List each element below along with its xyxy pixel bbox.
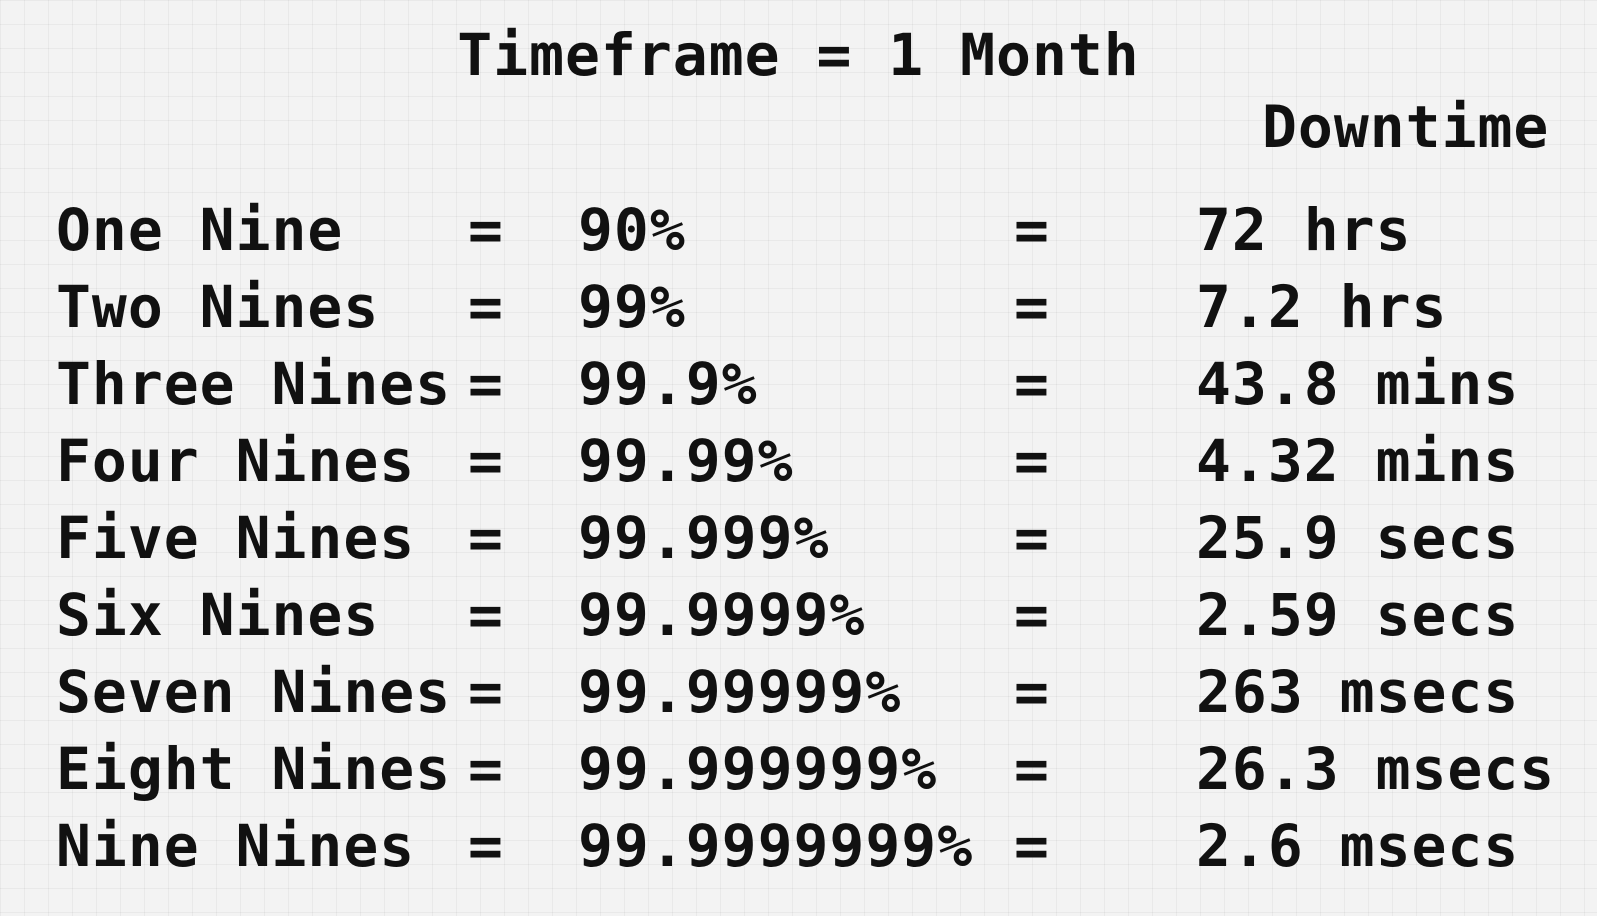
equals-sign: = bbox=[1014, 581, 1050, 649]
downtime-value: 2.6 msecs bbox=[1196, 812, 1520, 880]
nines-label: Four Nines bbox=[56, 427, 416, 495]
downtime-value: 263 msecs bbox=[1196, 658, 1520, 726]
equals-sign: = bbox=[1014, 812, 1050, 880]
downtime-value: 2.59 secs bbox=[1196, 581, 1520, 649]
nines-label: Eight Nines bbox=[56, 735, 452, 803]
availability-percentage: 99.9% bbox=[578, 350, 758, 418]
equals-sign: = bbox=[468, 658, 504, 726]
downtime-value: 72 hrs bbox=[1196, 196, 1412, 264]
table-row: Seven Nines = 99.99999% = 263 msecs bbox=[0, 654, 1597, 731]
table-row: Eight Nines = 99.999999% = 26.3 msecs bbox=[0, 731, 1597, 808]
equals-sign: = bbox=[468, 427, 504, 495]
nines-label: Two Nines bbox=[56, 273, 380, 341]
equals-sign: = bbox=[468, 735, 504, 803]
downtime-value: 43.8 mins bbox=[1196, 350, 1520, 418]
equals-sign: = bbox=[1014, 735, 1050, 803]
equals-sign: = bbox=[468, 581, 504, 649]
table-row: Nine Nines = 99.9999999% = 2.6 msecs bbox=[0, 808, 1597, 885]
equals-sign: = bbox=[1014, 273, 1050, 341]
nines-label: Nine Nines bbox=[56, 812, 416, 880]
table-row: Five Nines = 99.999% = 25.9 secs bbox=[0, 500, 1597, 577]
availability-table: One Nine = 90% = 72 hrs Two Nines = 99% … bbox=[0, 192, 1597, 885]
table-row: Two Nines = 99% = 7.2 hrs bbox=[0, 269, 1597, 346]
nines-label: Five Nines bbox=[56, 504, 416, 572]
downtime-column-header: Downtime bbox=[1262, 93, 1550, 161]
table-row: One Nine = 90% = 72 hrs bbox=[0, 192, 1597, 269]
availability-percentage: 99.999999% bbox=[578, 735, 938, 803]
availability-percentage: 99.9999999% bbox=[578, 812, 974, 880]
downtime-value: 4.32 mins bbox=[1196, 427, 1520, 495]
downtime-value: 25.9 secs bbox=[1196, 504, 1520, 572]
table-row: Three Nines = 99.9% = 43.8 mins bbox=[0, 346, 1597, 423]
slide-title: Timeframe = 1 Month bbox=[457, 21, 1140, 89]
table-row: Six Nines = 99.9999% = 2.59 secs bbox=[0, 577, 1597, 654]
nines-label: Six Nines bbox=[56, 581, 380, 649]
equals-sign: = bbox=[468, 812, 504, 880]
table-row: Four Nines = 99.99% = 4.32 mins bbox=[0, 423, 1597, 500]
equals-sign: = bbox=[1014, 658, 1050, 726]
equals-sign: = bbox=[468, 350, 504, 418]
availability-percentage: 99% bbox=[578, 273, 686, 341]
equals-sign: = bbox=[1014, 350, 1050, 418]
equals-sign: = bbox=[468, 504, 504, 572]
nines-label: One Nine bbox=[56, 196, 344, 264]
availability-percentage: 90% bbox=[578, 196, 686, 264]
nines-label: Three Nines bbox=[56, 350, 452, 418]
equals-sign: = bbox=[1014, 427, 1050, 495]
equals-sign: = bbox=[1014, 504, 1050, 572]
availability-percentage: 99.999% bbox=[578, 504, 830, 572]
equals-sign: = bbox=[468, 196, 504, 264]
equals-sign: = bbox=[1014, 196, 1050, 264]
availability-percentage: 99.99% bbox=[578, 427, 794, 495]
equals-sign: = bbox=[468, 273, 504, 341]
nines-label: Seven Nines bbox=[56, 658, 452, 726]
availability-percentage: 99.9999% bbox=[578, 581, 866, 649]
availability-percentage: 99.99999% bbox=[578, 658, 902, 726]
downtime-value: 7.2 hrs bbox=[1196, 273, 1448, 341]
downtime-value: 26.3 msecs bbox=[1196, 735, 1556, 803]
